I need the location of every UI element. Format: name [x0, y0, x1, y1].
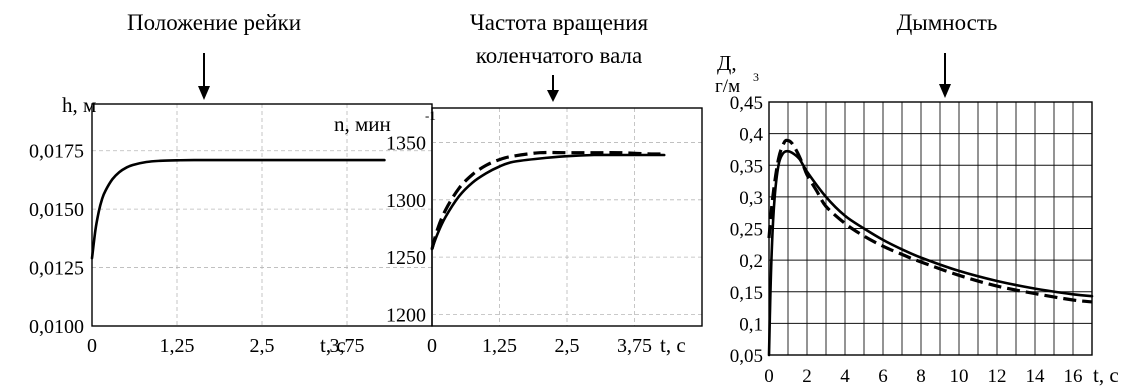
- x-tick-label: 1,25: [482, 335, 517, 357]
- y-axis-label-line-2: г/м: [715, 76, 740, 97]
- tick-labels: 1200 1250 1300 1350 0 1,25 2,5 3,75: [386, 132, 652, 357]
- y-tick-label: 1200: [386, 305, 426, 327]
- x-tick-label: 10: [950, 366, 969, 387]
- grid: [432, 108, 702, 326]
- y-tick-label: 0,0125: [29, 258, 84, 280]
- y-tick-label: 0,4: [739, 125, 763, 146]
- grid: [769, 102, 1092, 355]
- y-tick-label: 1300: [386, 190, 426, 212]
- y-axis-label: n, мин: [334, 112, 391, 136]
- y-axis-label-superscript: -1: [425, 108, 436, 123]
- x-tick-label: 12: [988, 366, 1007, 387]
- y-axis-label: h, м: [62, 93, 96, 117]
- x-axis-label: t, с: [1093, 363, 1119, 387]
- y-tick-label: 0,25: [730, 220, 763, 241]
- x-tick-label: 0: [87, 335, 97, 357]
- y-tick-label: 0,05: [730, 346, 763, 367]
- x-tick-label: 1,25: [160, 335, 195, 357]
- x-axis-label: t, с: [320, 333, 346, 357]
- series-line-solid: [430, 153, 666, 251]
- x-tick-label: 8: [916, 366, 926, 387]
- chart-title-line-2: коленчатого вала: [476, 43, 642, 68]
- x-tick-label: 14: [1026, 366, 1046, 387]
- y-tick-label: 0,1: [739, 314, 763, 335]
- x-tick-label: 2,5: [250, 335, 275, 357]
- series-group: [90, 158, 386, 260]
- plot-frame: [431, 107, 703, 327]
- y-tick-label: 1350: [386, 132, 426, 154]
- series-line-solid: [767, 149, 1094, 357]
- series-group: [767, 138, 1094, 357]
- plot-frame: [91, 103, 433, 327]
- y-tick-label: 0,0150: [29, 199, 84, 221]
- chart-smoke-opacity: Дымность Д, г/м 3 0,050,10,150,20,250,30…: [715, 10, 1119, 387]
- chart-crankshaft-speed: Частота вращения коленчатого вала n, мин…: [334, 10, 703, 357]
- x-tick-label: 4: [840, 366, 850, 387]
- y-tick-label: 0,0175: [29, 141, 84, 163]
- y-tick-label: 0,45: [730, 93, 763, 114]
- arrow-down-icon: [939, 53, 951, 98]
- tick-labels: 0,0100 0,0125 0,0150 0,0175 0 1,25 2,5 3,75: [29, 141, 365, 357]
- x-tick-label: 3,75: [330, 335, 365, 357]
- series-group: [430, 150, 666, 251]
- y-tick-label: 0,15: [730, 283, 763, 304]
- y-tick-label: 0,35: [730, 156, 763, 177]
- chart-title-line-1: Частота вращения: [470, 10, 649, 35]
- y-axis-label-superscript: 3: [753, 70, 759, 84]
- y-tick-label: 0,0100: [29, 316, 84, 338]
- chart-title: Дымность: [897, 10, 998, 35]
- y-tick-label: 1250: [386, 247, 426, 269]
- x-tick-label: 0: [427, 335, 437, 357]
- x-tick-label: 2,5: [555, 335, 580, 357]
- series-line-dashed: [430, 150, 665, 250]
- chart-rack-position: Положение рейки h, м 0,01000,01250,01500…: [29, 10, 433, 357]
- x-tick-label: 3,75: [617, 335, 652, 357]
- y-tick-label: 0,3: [739, 188, 763, 209]
- y-tick-label: 0,2: [739, 251, 763, 272]
- tick-labels: 0,05 0,1 0,15 0,2 0,25 0,3 0,35 0,4 0,45 0 2 4 6 8 10 1…: [730, 93, 1083, 387]
- y-axis-label-line-1: Д,: [717, 51, 737, 75]
- x-axis-label: t, с: [660, 333, 686, 357]
- series-line-solid: [90, 158, 386, 260]
- series-line-dashed: [767, 138, 1093, 304]
- x-tick-label: 0: [764, 366, 774, 387]
- x-tick-label: 2: [802, 366, 812, 387]
- arrow-down-icon: [198, 53, 210, 100]
- x-tick-label: 6: [878, 366, 888, 387]
- grid: [92, 104, 432, 326]
- chart-title: Положение рейки: [127, 10, 301, 35]
- arrow-down-icon: [547, 75, 559, 102]
- x-tick-label: 16: [1064, 366, 1083, 387]
